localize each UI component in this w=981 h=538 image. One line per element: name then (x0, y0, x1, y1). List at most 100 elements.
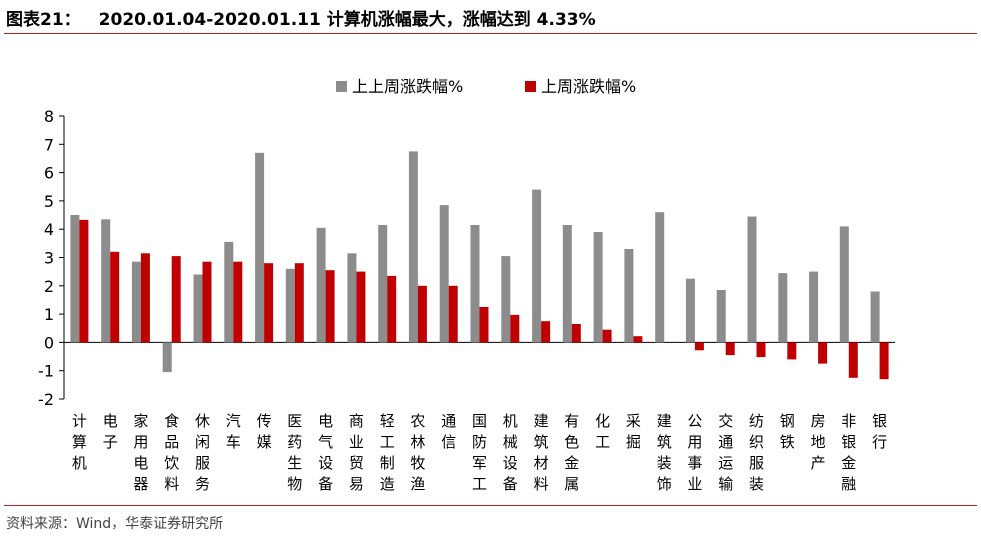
bar-prev (470, 225, 480, 343)
category-label: 纺织服装 (749, 412, 764, 493)
bar-curr (848, 342, 858, 378)
category-label: 银行 (872, 412, 887, 451)
figure-number: 图表21： (6, 9, 81, 30)
bar-prev (193, 274, 203, 343)
category-label: 农林牧渔 (410, 412, 425, 493)
category-label: 食品饮料 (164, 412, 179, 493)
bar-prev (685, 278, 695, 343)
bar-curr (602, 329, 612, 343)
bar-curr (171, 256, 181, 343)
figure-header: 图表21： 2020.01.04-2020.01.11 计算机涨幅最大，涨幅达到… (6, 4, 596, 30)
bar-curr (417, 285, 427, 343)
bar-prev (101, 219, 111, 343)
category-label: 机械设备 (503, 412, 518, 493)
category-label: 国防军工 (472, 412, 487, 493)
bar-prev (716, 290, 726, 343)
y-tick-label: 5 (44, 192, 54, 211)
bar-curr (233, 261, 243, 343)
category-label: 电气设备 (318, 412, 333, 493)
bar-prev (224, 241, 234, 343)
category-label: 商业贸易 (349, 412, 364, 493)
bar-prev (562, 225, 572, 343)
y-tick-label: 2 (44, 277, 54, 296)
bar-curr (202, 261, 212, 343)
legend-swatch-curr (525, 81, 536, 92)
bar-prev (870, 291, 880, 343)
bar-curr (479, 307, 489, 343)
bar-prev (439, 205, 449, 343)
bar-prev (747, 216, 757, 343)
category-label: 采掘 (626, 412, 641, 451)
bar-curr (879, 342, 889, 380)
category-label: 交通运输 (718, 412, 733, 493)
bar-curr (756, 342, 766, 358)
bar-prev (347, 253, 357, 343)
category-label: 非银金融 (841, 412, 856, 493)
category-label: 医药生物 (287, 412, 302, 493)
category-label: 通信 (441, 412, 456, 451)
bar-prev (131, 261, 141, 343)
bar-curr (294, 263, 304, 343)
y-tick-label: 6 (44, 164, 54, 183)
bar-curr (264, 263, 274, 343)
bar-prev (70, 215, 80, 343)
source-note: 资料来源：Wind，华泰证券研究所 (6, 516, 224, 532)
y-tick-label: 8 (44, 107, 54, 126)
category-label: 公用事业 (687, 412, 702, 493)
bar-prev (316, 227, 326, 343)
bar-prev (162, 342, 172, 373)
legend: 上上周涨跌幅% 上周涨跌幅% (336, 77, 636, 96)
bar-curr (571, 324, 581, 343)
category-label: 电子 (103, 412, 118, 451)
y-tick-label: -2 (38, 390, 54, 409)
bar-curr (356, 271, 366, 343)
category-label: 房地产 (811, 412, 826, 472)
category-label: 钢铁 (780, 412, 795, 451)
category-label: 建筑装饰 (657, 412, 672, 493)
bar-curr (325, 270, 335, 343)
bar-prev (532, 189, 542, 343)
bar-prev (778, 273, 788, 343)
bar-prev (809, 271, 819, 343)
category-label: 化工 (595, 412, 610, 451)
bar-curr (818, 342, 828, 364)
y-tick-label: 1 (44, 305, 54, 324)
bar-curr (387, 275, 397, 343)
bar-curr (510, 314, 520, 343)
y-tick-label: -1 (38, 362, 54, 381)
bar-prev (655, 212, 665, 343)
bar-curr (448, 285, 458, 343)
bar-curr (787, 342, 797, 360)
bar-prev (501, 256, 511, 343)
series-curr-bars (79, 219, 889, 380)
y-tick-label: 7 (44, 135, 54, 154)
category-label: 家用电器 (133, 412, 148, 493)
y-axis-ticks: 8 7 6 5 4 3 2 1 0 -1 -2 (38, 107, 64, 409)
y-tick-label: 4 (44, 220, 54, 239)
category-label: 计算机 (72, 412, 87, 472)
legend-swatch-prev (336, 81, 347, 92)
bar-prev (378, 225, 388, 343)
bar-prev (285, 268, 295, 343)
bar-curr (694, 342, 704, 351)
bar-prev (408, 151, 418, 343)
bar-prev (593, 232, 603, 343)
bar-prev (839, 226, 849, 343)
bar-curr (140, 253, 150, 343)
figure-title: 2020.01.04-2020.01.11 计算机涨幅最大，涨幅达到 4.33% (98, 9, 596, 30)
category-label: 建筑材料 (534, 412, 549, 493)
bar-prev (624, 249, 634, 343)
category-label: 休闲服务 (195, 412, 210, 493)
category-label: 传媒 (257, 412, 272, 451)
bar-curr (541, 321, 551, 343)
bar-prev (255, 152, 265, 343)
legend-label-curr: 上周涨跌幅% (541, 77, 636, 96)
legend-label-prev: 上上周涨跌幅% (352, 77, 463, 96)
bar-curr (725, 342, 735, 356)
category-label: 汽车 (226, 412, 241, 451)
series-prev-bars (70, 151, 880, 373)
bottom-rule (4, 505, 977, 506)
bar-curr (110, 251, 120, 343)
